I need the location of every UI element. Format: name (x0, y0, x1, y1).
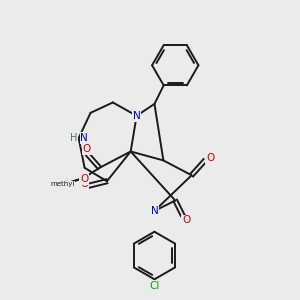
Text: Cl: Cl (149, 281, 160, 291)
Text: O: O (182, 215, 190, 225)
Text: O: O (206, 153, 214, 163)
Text: O: O (83, 144, 91, 154)
Text: O: O (80, 174, 88, 184)
Text: N: N (80, 133, 88, 143)
Text: methyl: methyl (50, 181, 74, 187)
Text: H: H (70, 133, 77, 143)
Text: N: N (151, 206, 158, 216)
Text: O: O (80, 179, 88, 189)
Text: N: N (133, 111, 140, 121)
